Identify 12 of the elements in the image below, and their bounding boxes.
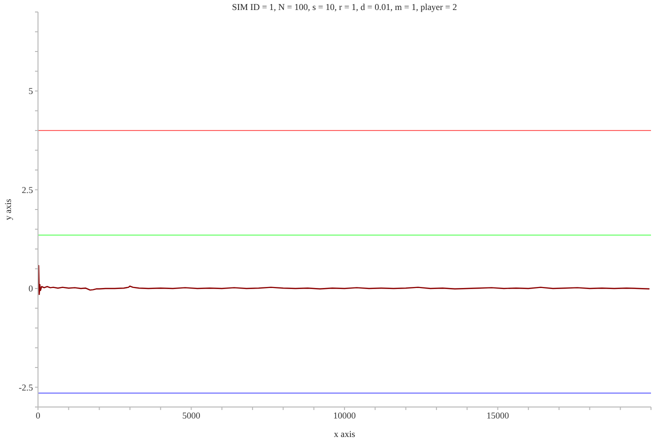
y-tick-label: 0 [28, 284, 34, 294]
y-axis-title: y axis [3, 198, 14, 220]
y-tick-label: 5 [28, 86, 34, 96]
y-tick-label: 2.5 [22, 184, 34, 195]
x-tick-label: 10000 [333, 410, 356, 420]
x-tick-label: 0 [36, 410, 41, 420]
x-tick-label: 15000 [486, 410, 510, 420]
x-tick-label: 5000 [182, 410, 201, 420]
line-series [38, 264, 650, 296]
x-axis-title: x axis [334, 429, 356, 439]
y-tick-label: -2.5 [18, 382, 34, 392]
chart-title: SIM ID = 1, N = 100, s = 10, r = 1, d = 0.01, m = 1, player = 2 [230, 2, 458, 12]
